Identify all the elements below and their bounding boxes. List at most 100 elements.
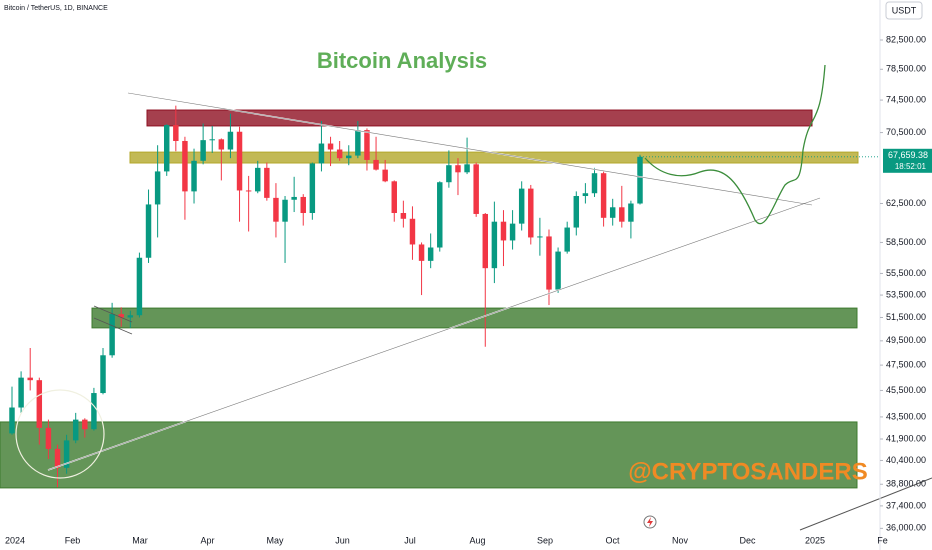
- x-tick-label: Mar: [132, 535, 148, 545]
- x-tick-label: Jul: [404, 535, 416, 545]
- candle-body: [109, 314, 115, 356]
- candle-body: [537, 236, 543, 238]
- alert-icon[interactable]: [643, 515, 657, 529]
- candle-body: [163, 125, 170, 172]
- candle-body: [200, 140, 206, 161]
- candle-body: [600, 173, 607, 218]
- candle-body: [318, 143, 325, 164]
- candle-body: [364, 130, 370, 160]
- candle-body: [582, 193, 589, 197]
- candle-body: [409, 218, 416, 245]
- y-tick-label: 58,500.00: [886, 237, 926, 247]
- candles: [9, 105, 643, 488]
- candle-body: [255, 167, 261, 192]
- y-tick-label: 53,500.00: [886, 289, 926, 299]
- x-tick-label: Aug: [469, 535, 485, 545]
- candle-body: [236, 131, 243, 191]
- candle-body: [100, 355, 106, 394]
- chart-title: Bitcoin Analysis: [317, 48, 487, 73]
- candle-body: [145, 204, 152, 258]
- header: Bitcoin / TetherUS, 1D, BINANCE: [4, 5, 108, 12]
- candle-body: [154, 171, 161, 205]
- candle-body: [564, 227, 570, 252]
- candle-body: [291, 196, 297, 200]
- candle-body: [619, 207, 625, 222]
- candle-body: [91, 393, 97, 430]
- watermark: @CRYPTOSANDERS: [628, 458, 867, 485]
- x-tick-label: Jun: [335, 535, 350, 545]
- candle-body: [355, 130, 361, 156]
- candle-body: [628, 203, 634, 222]
- candle-body: [118, 314, 124, 318]
- x-tick-label: Nov: [672, 535, 689, 545]
- zones: [0, 109, 859, 489]
- candle-body: [173, 125, 179, 141]
- candle-body: [264, 167, 270, 198]
- y-tick-label: 47,500.00: [886, 359, 926, 369]
- y-tick-label: 82,500.00: [886, 34, 926, 44]
- alert-bolt: [647, 517, 653, 527]
- zone: [129, 151, 859, 164]
- candle-body: [373, 159, 379, 170]
- candle-body: [418, 244, 425, 261]
- candle-body: [9, 407, 15, 434]
- y-tick-label: 45,500.00: [886, 385, 926, 395]
- projection-path: [644, 64, 826, 225]
- x-tick-label: Oct: [605, 535, 620, 545]
- candle-body: [455, 165, 461, 173]
- y-tick-label: 74,500.00: [886, 94, 926, 104]
- candle-body: [27, 377, 33, 381]
- candle-body: [500, 221, 507, 241]
- candle-body: [609, 207, 616, 218]
- candle-body: [72, 419, 79, 441]
- candle-body: [482, 213, 489, 269]
- y-tick-label: 62,500.00: [886, 198, 926, 208]
- candle-body: [473, 164, 479, 214]
- candle-body: [382, 169, 388, 182]
- candle-body: [528, 188, 534, 238]
- candle-body: [136, 257, 143, 316]
- y-tick-label: 41,900.00: [886, 433, 926, 443]
- axes: 82,500.00 78,500.00 74,500.00 70,500.00 62,5…: [5, 0, 932, 550]
- candle-body: [282, 199, 288, 222]
- candle-body: [209, 139, 215, 141]
- x-tick-label: 2024: [5, 535, 25, 545]
- candle-body: [218, 139, 225, 150]
- x-tick-label: 2025: [805, 535, 825, 545]
- x-tick-label: Apr: [200, 535, 214, 545]
- candle-body: [36, 380, 43, 428]
- candle-body: [464, 164, 470, 173]
- y-tick-label: 78,500.00: [886, 64, 926, 74]
- last-price-label: 67,659.38: [888, 150, 928, 160]
- candle-body: [336, 149, 343, 159]
- candle-body: [227, 131, 234, 150]
- currency[interactable]: USDT: [892, 5, 917, 15]
- candle-body: [491, 221, 498, 269]
- y-tick-label: 37,400.00: [886, 500, 926, 510]
- candle-body: [555, 251, 561, 290]
- x-tick-label: Sep: [537, 535, 553, 545]
- candle-body: [245, 190, 252, 192]
- descending-trendline-edge: [127, 92, 813, 206]
- candle-body: [18, 377, 24, 408]
- candle-body: [54, 448, 61, 468]
- candle-body: [437, 182, 443, 248]
- candle-body: [273, 197, 279, 222]
- currency-box[interactable]: [885, 1, 923, 20]
- y-tick-label: 55,500.00: [886, 268, 926, 278]
- zone: [91, 307, 858, 329]
- candle-body: [191, 160, 197, 192]
- x-tick-label: May: [266, 535, 284, 545]
- y-tick-label: 49,500.00: [886, 335, 926, 345]
- candle-body: [446, 165, 452, 183]
- highlight-circle: [15, 389, 105, 479]
- zone: [0, 421, 858, 489]
- candle-body: [63, 440, 70, 468]
- candle-body: [45, 427, 52, 449]
- x-tick-label: Dec: [739, 535, 756, 545]
- candle-body: [82, 419, 88, 430]
- x-tick-label: Fe: [877, 535, 888, 545]
- candle-body: [573, 196, 580, 228]
- candle-body: [591, 173, 598, 194]
